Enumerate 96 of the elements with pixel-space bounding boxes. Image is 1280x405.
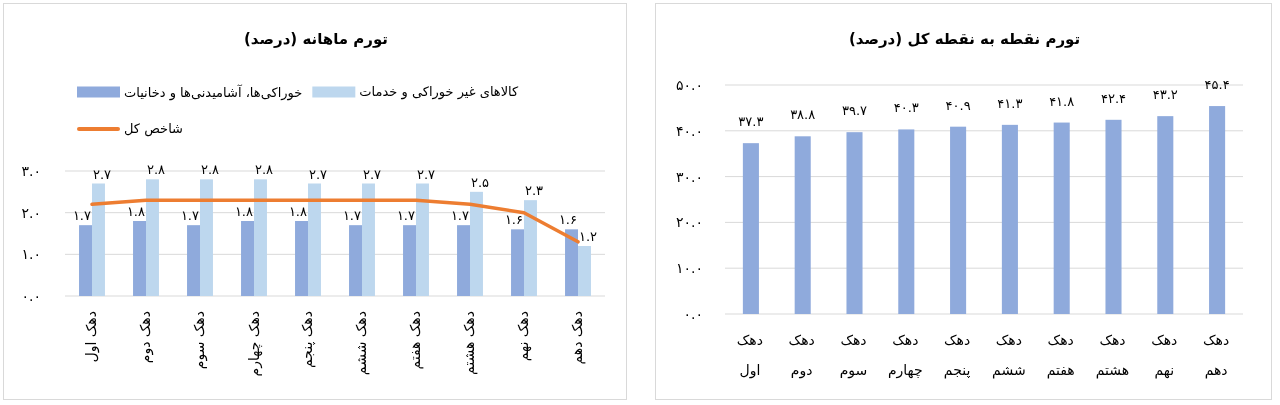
x-tick-label: دهک اول <box>83 311 101 363</box>
data-label: ۴۱.۳ <box>997 95 1023 111</box>
bar <box>362 183 375 296</box>
y-tick-label: ۰.۰ <box>683 306 703 322</box>
bar <box>1209 106 1226 314</box>
data-label: ۳۹.۷ <box>841 103 868 119</box>
data-label: ۱.۸ <box>234 204 253 219</box>
x-tick-label: دهک ششم <box>353 311 371 376</box>
bar <box>254 179 267 296</box>
x-tick-label: دهک ششم <box>992 331 1026 381</box>
x-tick-label: دهک دهم <box>569 311 587 365</box>
data-label: ۴۰.۹ <box>945 97 971 113</box>
data-label: ۱.۷ <box>342 208 361 224</box>
x-tick-label: دهک چهارم <box>245 311 263 377</box>
x-tick-label: دهک سوم <box>839 331 868 381</box>
x-tick-label: دهک پنجم <box>299 311 317 369</box>
bar <box>92 183 105 296</box>
bar <box>308 183 321 296</box>
legend-label: خوراکی‌ها، آشامیدنی‌ها و دخانیات <box>124 83 303 101</box>
data-label: ۱.۷ <box>450 208 469 224</box>
data-label: ۲.۸ <box>255 162 274 178</box>
bar <box>200 179 213 296</box>
y-tick-label: ۳.۰ <box>21 163 41 179</box>
bar <box>187 225 200 296</box>
data-label: ۱.۷ <box>396 208 415 224</box>
data-label: ۲.۸ <box>201 162 220 178</box>
data-label: ۲.۸ <box>147 162 166 178</box>
x-tick-label: دهک دوم <box>788 331 815 381</box>
bar <box>898 129 915 314</box>
data-label: ۱.۲ <box>579 229 598 244</box>
y-tick-label: ۱۰.۰ <box>675 260 703 277</box>
data-label: ۱.۷ <box>180 208 199 224</box>
data-label: ۱.۶ <box>504 212 523 228</box>
bar <box>241 221 254 296</box>
x-tick-label: دهک نهم <box>1151 331 1178 381</box>
data-label: ۱.۸ <box>126 204 145 219</box>
bar <box>79 225 92 296</box>
legend-label: کالاهای غیر خوراکی و خدمات <box>359 84 520 100</box>
x-tick-label: دهک هفتم <box>407 311 425 370</box>
y-tick-label: ۵۰.۰ <box>675 77 703 93</box>
data-label: ۲.۳ <box>525 183 544 199</box>
x-tick-label: دهک چهارم <box>887 331 923 381</box>
y-tick-label: ۳۰.۰ <box>675 168 703 185</box>
bar <box>1157 116 1174 314</box>
bar <box>1053 122 1070 314</box>
y-tick-label: ۴۰.۰ <box>675 122 703 139</box>
chart-title: تورم نقطه به نقطه کل (درصد) <box>848 30 1081 48</box>
y-tick-label: ۱.۰ <box>21 246 41 263</box>
x-tick-label: دهک دوم <box>137 311 155 364</box>
bar <box>146 179 159 296</box>
data-label: ۲.۷ <box>309 166 328 182</box>
x-tick-label: دهک دهم <box>1203 331 1230 381</box>
x-tick-label: دهک اول <box>736 331 763 381</box>
data-label: ۴۲.۴ <box>1100 90 1127 106</box>
x-tick-label: دهک نهم <box>515 311 533 362</box>
data-label: ۳۸.۸ <box>790 107 816 123</box>
bar <box>416 183 429 296</box>
bar <box>511 229 524 296</box>
data-label: ۲.۵ <box>471 174 490 190</box>
data-label: ۳۷.۳ <box>738 114 764 130</box>
data-label: ۲.۷ <box>417 166 436 182</box>
x-tick-label: دهک پنجم <box>943 331 971 381</box>
bar <box>295 221 308 296</box>
legend-label: شاخص کل <box>124 121 183 137</box>
x-tick-label: دهک سوم <box>191 311 209 370</box>
bar <box>846 132 863 314</box>
bar <box>565 229 578 296</box>
x-tick-label: دهک هفتم <box>1046 331 1075 381</box>
bar <box>524 200 537 296</box>
data-label: ۴۱.۸ <box>1049 93 1075 109</box>
x-tick-label: دهک هشتم <box>461 311 479 376</box>
bar <box>1105 119 1122 314</box>
bar <box>403 225 416 296</box>
bar <box>470 191 483 296</box>
bar <box>457 225 470 296</box>
data-label: ۱.۸ <box>288 204 307 219</box>
data-label: ۴۰.۳ <box>893 100 919 116</box>
y-tick-label: ۲۰.۰ <box>675 214 703 231</box>
bar <box>950 126 967 314</box>
bar <box>349 225 362 296</box>
y-tick-label: ۰.۰ <box>21 288 41 304</box>
bar <box>794 136 811 314</box>
bar <box>742 143 759 314</box>
y-tick-label: ۲.۰ <box>21 204 41 221</box>
bar <box>1001 124 1018 314</box>
bar <box>133 221 146 296</box>
data-label: ۲.۷ <box>363 166 382 182</box>
bar <box>578 246 591 296</box>
data-label: ۴۵.۴ <box>1204 77 1230 93</box>
line-series <box>90 198 580 244</box>
data-label: ۱.۷ <box>72 208 91 224</box>
data-label: ۲.۷ <box>93 166 112 182</box>
x-tick-label: دهک هشتم <box>1095 331 1130 381</box>
data-label: ۴۳.۲ <box>1152 87 1178 103</box>
chart-title: تورم ماهانه (درصد) <box>244 30 388 48</box>
data-label: ۱.۶ <box>558 212 577 228</box>
